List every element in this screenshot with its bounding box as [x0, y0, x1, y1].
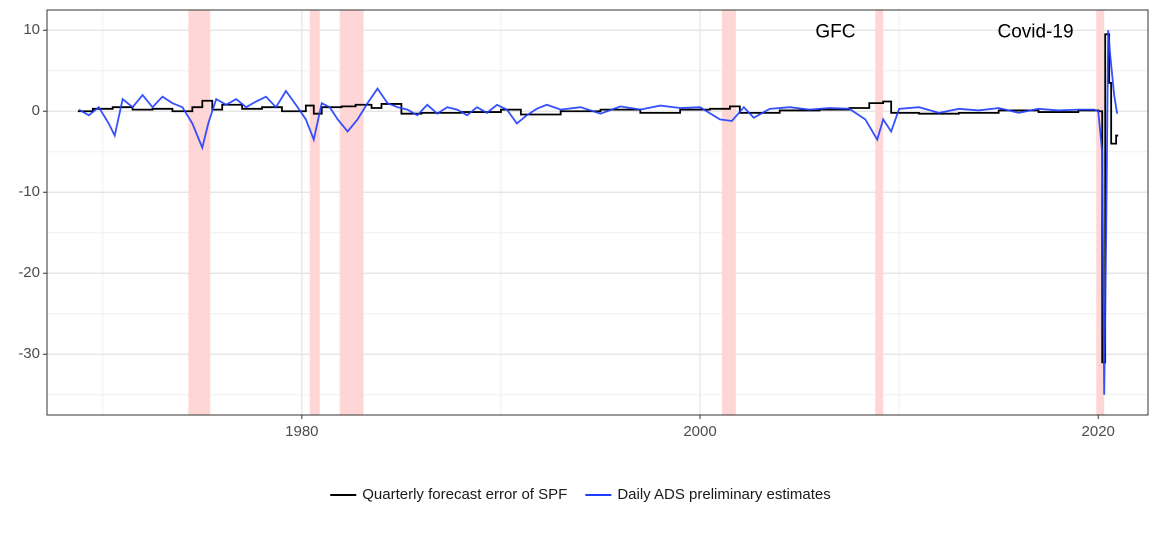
x-tick-label: 1980 — [285, 423, 318, 440]
y-tick-label: 0 — [32, 102, 40, 119]
y-tick-label: 10 — [23, 21, 40, 38]
y-tick-label: -30 — [18, 345, 40, 362]
y-tick-label: -10 — [18, 183, 40, 200]
x-tick-label: 2020 — [1082, 423, 1115, 440]
recession-shade — [188, 10, 211, 415]
legend-label: Quarterly forecast error of SPF — [362, 486, 567, 503]
annotation: GFC — [815, 21, 855, 42]
recession-shade — [721, 10, 736, 415]
y-tick-label: -20 — [18, 264, 40, 281]
panel-border — [46, 9, 1149, 416]
x-tick-label: 2000 — [683, 423, 716, 440]
recession-shade — [309, 10, 320, 415]
recession-shade — [1096, 10, 1105, 415]
recession-shade — [339, 10, 364, 415]
legend-label: Daily ADS preliminary estimates — [617, 486, 830, 503]
series-line — [77, 33, 1119, 364]
recession-shade — [875, 10, 884, 415]
series-line — [78, 30, 1119, 395]
annotation: Covid-19 — [997, 21, 1073, 42]
